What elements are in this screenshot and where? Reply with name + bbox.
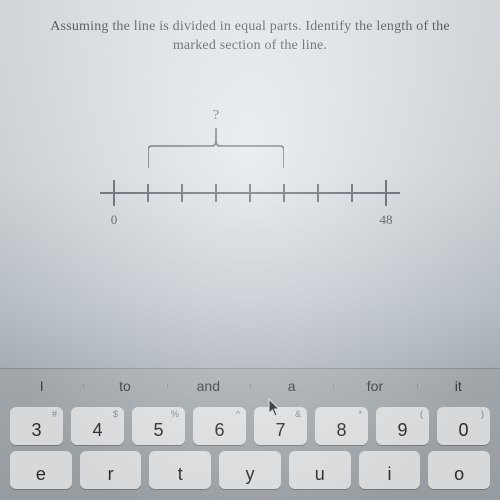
keyboard-key[interactable]: y [219, 451, 281, 489]
letter-key-row: ertyuio [10, 451, 490, 489]
keyboard-key[interactable]: ^6 [193, 407, 246, 445]
key-main-label: y [219, 464, 281, 485]
bracket-label: ? [213, 108, 219, 124]
number-line-figure: ? 0 48 [100, 126, 400, 246]
keyboard-key[interactable]: i [359, 451, 421, 489]
keyboard-key[interactable]: u [289, 451, 351, 489]
key-main-label: e [10, 464, 72, 485]
keyboard-key[interactable]: &7 [254, 407, 307, 445]
prediction-row: Itoandaforit [0, 369, 500, 403]
key-main-label: 9 [376, 420, 429, 441]
prediction-suggestion[interactable]: to [83, 378, 166, 394]
key-alt-label: ( [420, 409, 423, 419]
tick [249, 184, 251, 202]
tick [317, 184, 319, 202]
key-main-label: 3 [10, 420, 63, 441]
key-main-label: 0 [437, 420, 490, 441]
keyboard-key[interactable]: *8 [315, 407, 368, 445]
onscreen-keyboard: Itoandaforit #3$4%5^6&7*8(9)0 ertyuio [0, 368, 500, 500]
key-alt-label: % [171, 409, 179, 419]
keyboard-key[interactable]: (9 [376, 407, 429, 445]
key-alt-label: & [295, 409, 301, 419]
axis-label-max: 48 [380, 212, 393, 228]
question-line2: marked section of the line. [173, 38, 327, 53]
number-key-row: #3$4%5^6&7*8(9)0 [10, 407, 490, 445]
key-main-label: 8 [315, 420, 368, 441]
key-main-label: 6 [193, 420, 246, 441]
tick [147, 184, 149, 202]
prediction-suggestion[interactable]: I [0, 378, 83, 394]
key-main-label: 5 [132, 420, 185, 441]
prediction-suggestion[interactable]: for [333, 378, 416, 394]
tick [283, 184, 285, 202]
keyboard-key[interactable]: t [149, 451, 211, 489]
prediction-suggestion[interactable]: and [167, 378, 250, 394]
keyboard-key[interactable]: e [10, 451, 72, 489]
key-alt-label: ) [481, 409, 484, 419]
key-main-label: 4 [71, 420, 124, 441]
key-alt-label: # [52, 409, 57, 419]
number-line [100, 180, 400, 210]
key-main-label: u [289, 464, 351, 485]
section-brace [148, 128, 284, 168]
keyboard-key[interactable]: o [428, 451, 490, 489]
prediction-suggestion[interactable]: a [250, 378, 333, 394]
tick [215, 184, 217, 202]
axis-label-min: 0 [111, 212, 118, 228]
question-text: Assuming the line is divided in equal pa… [28, 18, 472, 56]
key-main-label: t [149, 464, 211, 485]
key-main-label: 7 [254, 420, 307, 441]
key-main-label: r [80, 464, 142, 485]
keyboard-key[interactable]: %5 [132, 407, 185, 445]
tick [351, 184, 353, 202]
prediction-suggestion[interactable]: it [417, 378, 500, 394]
keyboard-key[interactable]: $4 [71, 407, 124, 445]
keyboard-key[interactable]: #3 [10, 407, 63, 445]
question-area: Assuming the line is divided in equal pa… [0, 0, 500, 56]
key-main-label: o [428, 464, 490, 485]
key-rows: #3$4%5^6&7*8(9)0 ertyuio [0, 403, 500, 500]
key-alt-label: * [358, 409, 362, 419]
key-alt-label: ^ [236, 409, 240, 419]
tick [181, 184, 183, 202]
tick [113, 180, 115, 206]
key-alt-label: $ [113, 409, 118, 419]
keyboard-key[interactable]: )0 [437, 407, 490, 445]
tick [385, 180, 387, 206]
question-line1: Assuming the line is divided in equal pa… [50, 19, 450, 34]
keyboard-key[interactable]: r [80, 451, 142, 489]
key-main-label: i [359, 464, 421, 485]
